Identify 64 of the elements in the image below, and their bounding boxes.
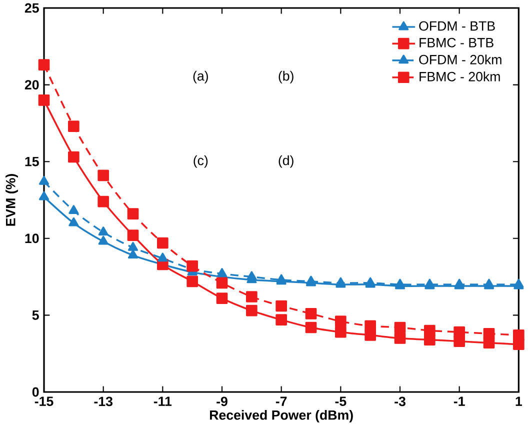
y-tick-label: 25 [24, 3, 39, 13]
point [305, 322, 317, 334]
annotation: (c) [194, 155, 208, 168]
x-tick-label: -11 [154, 396, 172, 406]
point [98, 170, 110, 182]
x-axis-title: Received Power (dBm) [210, 410, 353, 422]
point [68, 217, 79, 226]
point [394, 322, 406, 334]
point [454, 326, 466, 338]
point [335, 316, 346, 328]
x-tick-label: 1 [516, 396, 522, 406]
y-tick-label: 20 [24, 80, 39, 90]
x-tick-label: -3 [394, 396, 406, 406]
annotation: (a) [193, 70, 208, 84]
point [157, 237, 168, 249]
x-tick-label: -15 [34, 396, 54, 406]
point [483, 328, 495, 340]
legend-label: FBMC - 20km [420, 72, 500, 82]
point [98, 236, 108, 245]
point [186, 260, 198, 272]
legend-label: OFDM - 20km [419, 54, 502, 64]
point [394, 332, 406, 344]
point [364, 320, 376, 332]
point [68, 120, 80, 132]
point [276, 300, 288, 312]
x-tick-label: -1 [454, 396, 465, 406]
legend-label: OFDM - BTB [419, 21, 495, 31]
point [246, 291, 258, 302]
point [38, 94, 50, 106]
y-tick-label: 15 [25, 156, 39, 166]
y-tick-label: 10 [25, 234, 39, 244]
point [68, 205, 79, 214]
point [246, 271, 257, 280]
annotation: (d) [278, 155, 294, 168]
point [158, 252, 168, 262]
point [38, 59, 50, 70]
point [335, 326, 346, 338]
annotation: (b) [278, 70, 294, 84]
point [38, 176, 50, 185]
point [513, 330, 524, 341]
x-tick-label: -9 [216, 396, 228, 406]
x-tick-label: -7 [276, 396, 287, 406]
point [246, 304, 258, 316]
x-tick-label: -5 [335, 396, 346, 406]
legend-label: FBMC - BTB [420, 38, 494, 48]
point [424, 324, 436, 336]
x-tick-label: -13 [94, 396, 112, 406]
point [127, 230, 139, 241]
point [98, 196, 110, 208]
point [216, 268, 228, 277]
point [127, 208, 139, 220]
point [128, 242, 138, 251]
y-tick-label: 5 [32, 310, 39, 320]
point [98, 226, 108, 236]
point [216, 277, 228, 289]
point [68, 151, 80, 163]
point [186, 276, 198, 288]
y-axis-title: EVM (%) [6, 174, 18, 226]
point [276, 314, 288, 326]
y-tick-label: 0 [32, 387, 39, 397]
point [38, 191, 50, 200]
point [305, 308, 317, 320]
point [216, 292, 228, 304]
point [128, 250, 138, 259]
